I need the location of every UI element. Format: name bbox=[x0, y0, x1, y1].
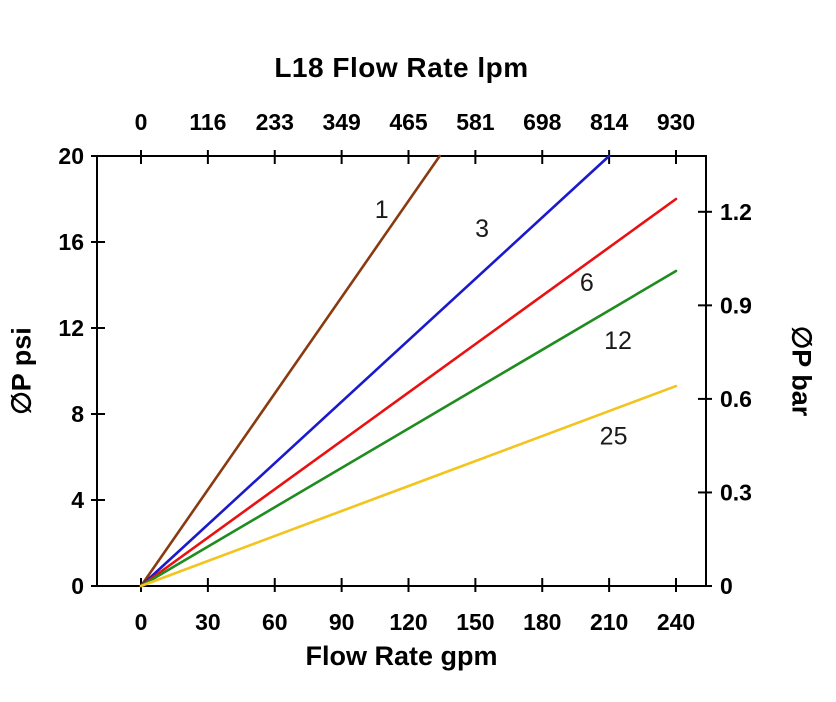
x-tick-label-gpm: 30 bbox=[195, 609, 221, 635]
x-tick-label-lpm: 581 bbox=[456, 109, 495, 135]
x-tick-label-lpm: 116 bbox=[189, 109, 226, 135]
y-tick-label-bar: 0.9 bbox=[720, 292, 752, 318]
series-line-25 bbox=[139, 384, 678, 588]
x-tick-label-gpm: 120 bbox=[389, 609, 427, 635]
y-tick-label-bar: 0.3 bbox=[720, 479, 752, 505]
x-tick-label-gpm: 60 bbox=[262, 609, 288, 635]
y-tick-label-bar: 1.2 bbox=[720, 199, 752, 225]
chart-title: L18 Flow Rate lpm bbox=[274, 52, 529, 83]
series-label-3: 3 bbox=[475, 215, 489, 243]
x-axis-label-bottom: Flow Rate gpm bbox=[305, 641, 498, 671]
series-line-3 bbox=[139, 154, 611, 588]
series-label-25: 25 bbox=[600, 423, 628, 451]
y-tick-label-psi: 16 bbox=[58, 229, 84, 255]
x-tick-label-lpm: 930 bbox=[657, 109, 695, 135]
y-tick-label-bar: 0 bbox=[720, 573, 733, 599]
series-line-1 bbox=[139, 154, 442, 588]
y-tick-label-psi: 12 bbox=[58, 315, 84, 341]
x-tick-label-gpm: 90 bbox=[329, 609, 355, 635]
x-tick-label-gpm: 150 bbox=[456, 609, 494, 635]
x-tick-label-lpm: 465 bbox=[389, 109, 428, 135]
x-tick-label-lpm: 233 bbox=[256, 109, 294, 135]
x-tick-label-gpm: 0 bbox=[135, 609, 148, 635]
x-tick-label-gpm: 240 bbox=[657, 609, 695, 635]
x-tick-label-lpm: 0 bbox=[135, 109, 148, 135]
x-tick-label-gpm: 210 bbox=[590, 609, 628, 635]
x-tick-label-gpm: 180 bbox=[523, 609, 561, 635]
series-label-6: 6 bbox=[580, 269, 594, 297]
series-line-12 bbox=[139, 269, 678, 588]
series-line-6 bbox=[139, 197, 678, 588]
x-tick-label-lpm: 814 bbox=[590, 109, 629, 135]
y-tick-label-psi: 8 bbox=[71, 401, 84, 427]
x-tick-label-lpm: 349 bbox=[322, 109, 360, 135]
series-label-1: 1 bbox=[375, 196, 389, 224]
y-tick-label-bar: 0.6 bbox=[720, 386, 752, 412]
y-tick-label-psi: 20 bbox=[58, 143, 84, 169]
y-tick-label-psi: 4 bbox=[71, 487, 84, 513]
series-label-12: 12 bbox=[604, 327, 632, 355]
y-tick-label-psi: 0 bbox=[71, 573, 84, 599]
x-tick-label-lpm: 698 bbox=[523, 109, 562, 135]
plot-frame bbox=[96, 155, 707, 587]
